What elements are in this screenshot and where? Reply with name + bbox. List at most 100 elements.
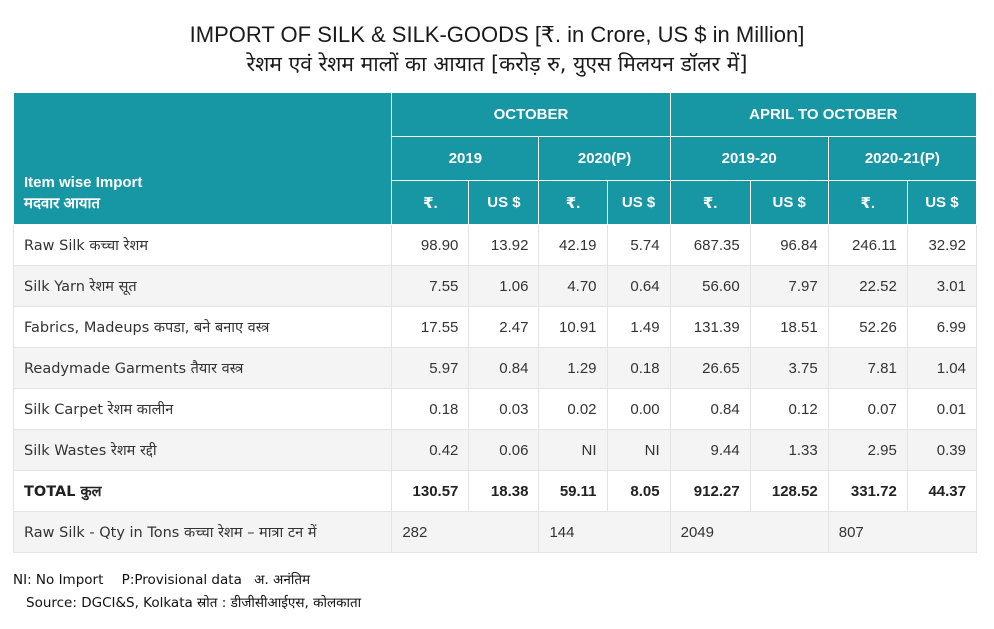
cell: 96.84 (749, 224, 829, 266)
cell: 42.19 (538, 224, 608, 266)
cell: 0.07 (827, 388, 908, 430)
unit-header: ₹. (669, 180, 751, 225)
cell: 0.84 (669, 388, 751, 430)
cell: 18.38 (468, 470, 540, 512)
cell: 59.11 (538, 470, 608, 512)
cell: 3.75 (749, 347, 829, 389)
year-header: 2019-20 (669, 136, 829, 181)
cell: NI (606, 429, 671, 471)
note-provisional: P:Provisional data (121, 572, 242, 588)
item-head-en: Item wise Import (24, 174, 143, 191)
cell: 2.95 (827, 429, 908, 471)
cell: 2.47 (468, 306, 540, 348)
page-title-hindi: रेशम एवं रेशम मालों का आयात [करोड़ रु, य… (246, 52, 748, 76)
cell: 5.74 (606, 224, 671, 266)
table-row: Silk Yarn रेशम सूत 7.55 1.06 4.70 0.64 5… (12, 265, 978, 307)
cell: 0.84 (468, 347, 540, 389)
cell: 22.52 (827, 265, 908, 307)
cell: 5.97 (391, 347, 470, 389)
cell: 1.04 (906, 347, 978, 389)
import-table: Item wise Import मदवार आयात OCTOBER APRI… (12, 92, 978, 553)
cell: 44.37 (906, 470, 978, 512)
year-header: 2020-21(P) (827, 136, 978, 181)
item-head-hi: मदवार आयात (24, 195, 100, 212)
cell: 4.70 (538, 265, 608, 307)
cell: 1.33 (749, 429, 829, 471)
table-row: Fabrics, Madeups कपडा, बने बनाए वस्त्र 1… (12, 306, 978, 348)
cell: 1.06 (468, 265, 540, 307)
cell: 17.55 (391, 306, 470, 348)
note-no-import: NI: No Import (13, 572, 104, 588)
table-row: Readymade Garments तैयार वस्त्र 5.97 0.8… (12, 347, 978, 389)
cell: 2049 (669, 511, 829, 553)
cell: 0.39 (906, 429, 978, 471)
cell: 0.64 (606, 265, 671, 307)
group-header-october: OCTOBER (391, 92, 671, 137)
total-row: TOTAL कुल 130.57 18.38 59.11 8.05 912.27… (12, 470, 978, 512)
unit-header: ₹. (538, 180, 608, 225)
unit-header: US $ (606, 180, 671, 225)
cell: 0.02 (538, 388, 608, 430)
cell: 26.65 (669, 347, 751, 389)
cell: 0.12 (749, 388, 829, 430)
cell: 0.06 (468, 429, 540, 471)
cell: 807 (827, 511, 978, 553)
item-column-header: Item wise Import मदवार आयात (12, 92, 393, 225)
quantity-row: Raw Silk - Qty in Tons कच्चा रेशम – मात्… (12, 511, 978, 553)
row-label: Readymade Garments तैयार वस्त्र (12, 347, 393, 389)
cell: 9.44 (669, 429, 751, 471)
cell: 128.52 (749, 470, 829, 512)
row-label: TOTAL कुल (12, 470, 393, 512)
cell: 131.39 (669, 306, 751, 348)
cell: 246.11 (827, 224, 908, 266)
row-label: Fabrics, Madeups कपडा, बने बनाए वस्त्र (12, 306, 393, 348)
cell: 331.72 (827, 470, 908, 512)
row-label: Raw Silk कच्चा रेशम (12, 224, 393, 266)
unit-header: ₹. (827, 180, 908, 225)
cell: 0.00 (606, 388, 671, 430)
row-label: Silk Carpet रेशम कालीन (12, 388, 393, 430)
cell: 144 (538, 511, 671, 553)
year-header: 2019 (391, 136, 540, 181)
unit-header: US $ (749, 180, 829, 225)
cell: 1.29 (538, 347, 608, 389)
page-title: IMPORT OF SILK & SILK-GOODS [₹. in Crore… (189, 22, 805, 47)
cell: 0.18 (606, 347, 671, 389)
unit-header: US $ (906, 180, 978, 225)
cell: 56.60 (669, 265, 751, 307)
source-note: Source: DGCI&S, Kolkata स्रोत : डीजीसीआई… (26, 595, 362, 611)
cell: 98.90 (391, 224, 470, 266)
note-provisional-hindi: अ. अनंतिम (254, 572, 311, 588)
cell: 8.05 (606, 470, 671, 512)
cell: 7.81 (827, 347, 908, 389)
cell: 0.03 (468, 388, 540, 430)
unit-header: ₹. (391, 180, 470, 225)
row-label: Silk Wastes रेशम रद्दी (12, 429, 393, 471)
cell: 13.92 (468, 224, 540, 266)
cell: 7.55 (391, 265, 470, 307)
table-row: Silk Wastes रेशम रद्दी 0.42 0.06 NI NI 9… (12, 429, 978, 471)
cell: 282 (391, 511, 540, 553)
cell: 7.97 (749, 265, 829, 307)
cell: 1.49 (606, 306, 671, 348)
cell: 0.01 (906, 388, 978, 430)
year-header: 2020(P) (538, 136, 671, 181)
cell: 6.99 (906, 306, 978, 348)
cell: 130.57 (391, 470, 470, 512)
cell: 18.51 (749, 306, 829, 348)
cell: 912.27 (669, 470, 751, 512)
table-row: Raw Silk कच्चा रेशम 98.90 13.92 42.19 5.… (12, 224, 978, 266)
cell: 3.01 (906, 265, 978, 307)
cell: 687.35 (669, 224, 751, 266)
cell: 10.91 (538, 306, 608, 348)
unit-header: US $ (468, 180, 540, 225)
cell: NI (538, 429, 608, 471)
row-label: Silk Yarn रेशम सूत (12, 265, 393, 307)
cell: 32.92 (906, 224, 978, 266)
cell: 0.42 (391, 429, 470, 471)
cell: 0.18 (391, 388, 470, 430)
group-header-april-october: APRIL TO OCTOBER (669, 92, 978, 137)
table-row: Silk Carpet रेशम कालीन 0.18 0.03 0.02 0.… (12, 388, 978, 430)
footnote-legend: NI: No Import P:Provisional data अ. अनंत… (13, 570, 324, 588)
row-label: Raw Silk - Qty in Tons कच्चा रेशम – मात्… (12, 511, 393, 553)
